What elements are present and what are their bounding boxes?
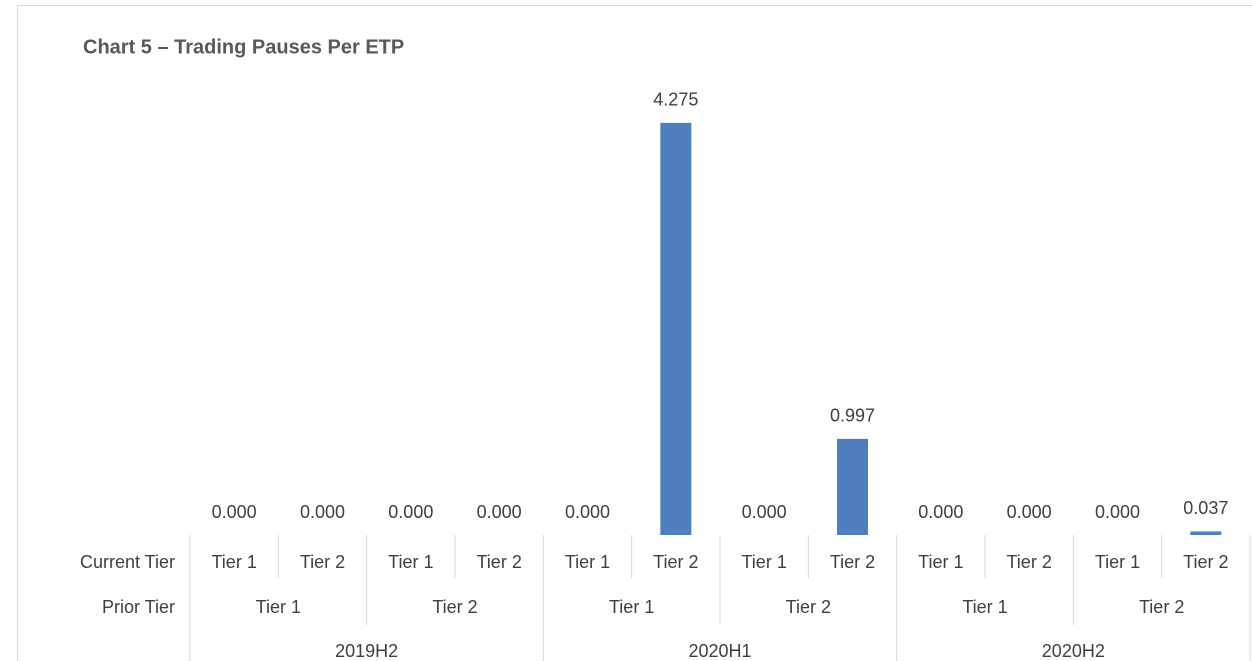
x-tick-label: Tier 2: [1006, 552, 1051, 572]
group-label: Tier 1: [609, 597, 654, 617]
x-tick-label: Tier 1: [741, 552, 786, 572]
value-label: 0.000: [477, 502, 522, 522]
group-label: Tier 2: [786, 597, 831, 617]
group-label: Tier 1: [256, 597, 301, 617]
level-label: Current Tier: [80, 552, 175, 572]
value-label: 4.275: [653, 90, 698, 110]
group-label: Tier 1: [962, 597, 1007, 617]
bar: [837, 438, 868, 535]
x-tick-label: Tier 1: [388, 552, 433, 572]
period-label: 2020H2: [1042, 641, 1105, 661]
x-tick-label: Tier 2: [653, 552, 698, 572]
x-tick-label: Tier 2: [300, 552, 345, 572]
x-tick-label: Tier 1: [1095, 552, 1140, 572]
value-label: 0.997: [830, 406, 875, 426]
x-tick-label: Tier 2: [476, 552, 521, 572]
period-label: 2020H1: [688, 641, 751, 661]
chart-frame: [17, 5, 1252, 661]
period-label: 2019H2: [335, 641, 398, 661]
value-label: 0.000: [212, 502, 257, 522]
value-label: 0.000: [565, 502, 610, 522]
value-label: 0.000: [1007, 502, 1052, 522]
value-label: 0.000: [742, 502, 787, 522]
value-label: 0.000: [300, 502, 345, 522]
group-label: Tier 2: [432, 597, 477, 617]
value-label: 0.000: [1095, 502, 1140, 522]
group-label: Tier 2: [1139, 597, 1184, 617]
x-tick-label: Tier 1: [211, 552, 256, 572]
bar: [1190, 531, 1222, 535]
value-label: 0.000: [388, 502, 433, 522]
x-tick-label: Tier 2: [1183, 552, 1228, 572]
x-tick-label: Tier 2: [830, 552, 875, 572]
level-label: Prior Tier: [102, 597, 175, 617]
value-label: 0.000: [918, 502, 963, 522]
x-tick-label: Tier 1: [565, 552, 610, 572]
value-label: 0.037: [1183, 498, 1228, 518]
x-tick-label: Tier 1: [918, 552, 963, 572]
bar: [660, 122, 692, 535]
chart-title: Chart 5 – Trading Pauses Per ETP: [83, 36, 404, 58]
